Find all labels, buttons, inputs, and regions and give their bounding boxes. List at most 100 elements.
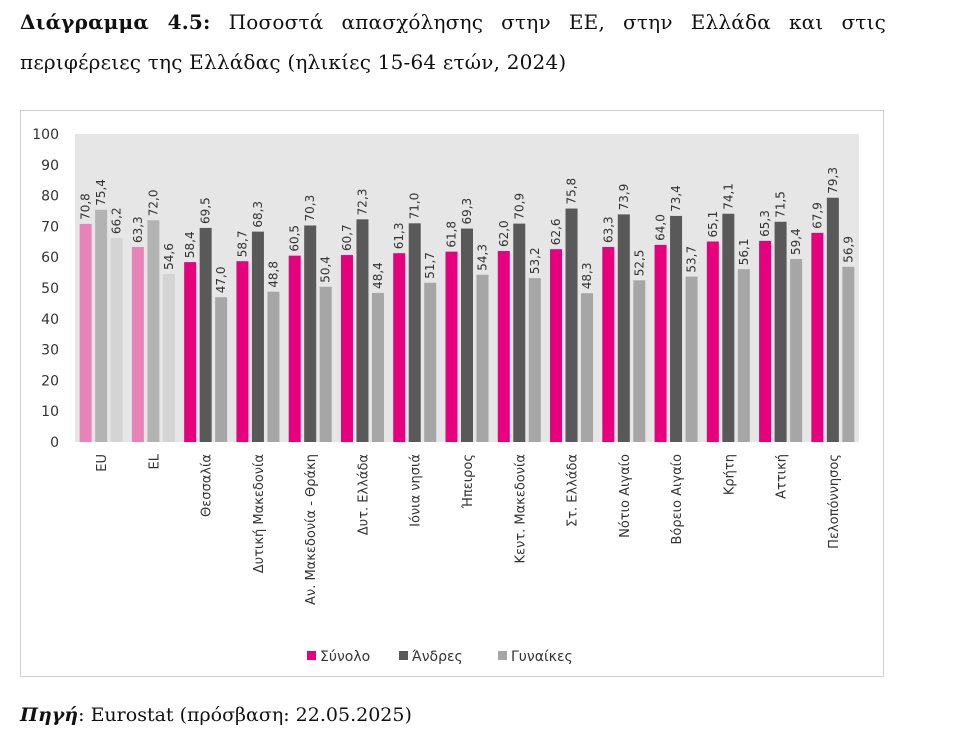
category-label: Αττική <box>775 454 790 499</box>
y-tick-label: 70 <box>41 219 59 235</box>
legend-swatch-total <box>307 651 316 660</box>
category-label: Ήπειρος <box>461 454 476 509</box>
y-tick-label: 100 <box>32 127 59 143</box>
category-label: EL <box>147 453 162 469</box>
y-tick-label: 20 <box>41 373 59 389</box>
y-tick-label: 40 <box>41 312 59 328</box>
legend-label-men: Άνδρες <box>412 649 463 665</box>
data-label: 52,5 <box>632 250 646 277</box>
data-label: 47,0 <box>214 267 228 294</box>
category-label: Πελοπόννησος <box>827 454 842 549</box>
data-label: 61,8 <box>445 221 459 248</box>
source-label: Πηγή <box>20 704 79 726</box>
bar-men <box>461 228 473 442</box>
data-label: 79,3 <box>826 167 840 194</box>
bar-men <box>774 221 787 442</box>
y-tick-label: 90 <box>41 158 59 174</box>
source-note: Πηγή: Eurostat (πρόσβαση: 22.05.2025) <box>20 704 412 726</box>
data-label: 65,1 <box>706 211 720 238</box>
data-label: 70,8 <box>79 193 93 220</box>
category-label: EU <box>95 454 110 472</box>
category-label: Ιόνια νησιά <box>409 454 424 527</box>
data-label: 58,4 <box>183 231 197 258</box>
bar-total <box>236 261 249 442</box>
y-tick-label: 10 <box>41 404 59 420</box>
category-label: Κεντ. Μακεδονία <box>513 454 528 564</box>
bar-men <box>408 223 421 442</box>
data-label: 53,7 <box>685 246 699 273</box>
bar-men <box>95 209 108 442</box>
data-label: 48,8 <box>266 261 280 288</box>
bar-total <box>340 255 353 442</box>
legend-label-women: Γυναίκες <box>511 649 573 665</box>
data-label: 68,3 <box>251 201 265 228</box>
bar-men <box>670 215 683 442</box>
bar-women <box>424 282 437 442</box>
data-label: 63,3 <box>601 216 615 243</box>
data-label: 75,4 <box>94 179 108 206</box>
bar-total <box>654 244 667 442</box>
bar-women <box>737 269 750 442</box>
bar-men <box>251 231 264 442</box>
data-label: 72,3 <box>355 189 369 216</box>
bar-men <box>565 208 578 442</box>
bar-total <box>445 251 458 442</box>
data-label: 70,9 <box>512 193 526 220</box>
category-label: Δυτική Μακεδονία <box>252 454 267 573</box>
data-label: 53,2 <box>528 247 542 274</box>
data-label: 75,8 <box>565 178 579 205</box>
bar-total <box>706 241 719 442</box>
bar-women <box>110 238 123 442</box>
bar-men <box>199 227 212 442</box>
category-label: Νότιο Αιγαίο <box>618 454 633 538</box>
source-text: : Eurostat (πρόσβαση: 22.05.2025) <box>78 704 412 726</box>
y-tick-label: 60 <box>41 250 59 266</box>
y-tick-label: 30 <box>41 343 59 359</box>
data-label: 63,3 <box>131 216 145 243</box>
bar-women <box>215 297 228 442</box>
bar-men <box>722 213 735 442</box>
bar-women <box>476 274 489 442</box>
data-label: 70,3 <box>303 195 317 222</box>
bar-women <box>371 292 384 442</box>
caption-label: Διάγραμμα 4.5: <box>20 10 211 34</box>
data-label: 71,0 <box>408 193 422 220</box>
legend-label-total: Σύνολο <box>320 649 370 665</box>
data-label: 64,0 <box>654 214 668 241</box>
data-label: 48,4 <box>371 262 385 289</box>
bar-total <box>759 240 772 442</box>
bar-men <box>826 197 839 442</box>
bar-total <box>550 249 563 442</box>
bar-total <box>497 251 510 442</box>
data-label: 69,3 <box>460 198 474 225</box>
category-label: Στ. Ελλάδα <box>566 454 581 527</box>
bar-women <box>790 259 803 442</box>
bar-women <box>842 266 855 442</box>
data-label: 56,1 <box>737 238 751 265</box>
bar-men <box>147 220 160 442</box>
data-label: 72,0 <box>146 190 160 217</box>
category-label: Δυτ. Ελλάδα <box>356 454 371 535</box>
data-label: 62,0 <box>497 220 511 247</box>
chart-container: 0 10 20 30 40 50 60 70 80 90 100 70,8 75,4 66,2 EU 63,3… <box>20 110 884 677</box>
data-label: 73,9 <box>617 184 631 211</box>
bar-chart: 0 10 20 30 40 50 60 70 80 90 100 70,875,466,2 EU 63,3… <box>32 127 859 665</box>
legend-swatch-women <box>498 651 507 660</box>
data-label: 71,5 <box>774 191 788 218</box>
data-label: 48,3 <box>580 263 594 290</box>
category-label: Κρήτη <box>722 454 737 495</box>
bar-total <box>79 223 92 442</box>
category-label: Βόρειο Αιγαίο <box>670 454 685 545</box>
bar-total <box>184 262 197 442</box>
data-label: 69,5 <box>199 197 213 224</box>
bar-total <box>602 247 615 442</box>
data-label: 61,3 <box>392 222 406 249</box>
data-label: 54,6 <box>162 243 176 270</box>
bar-total <box>131 247 144 442</box>
bar-men <box>304 225 317 442</box>
bar-men <box>617 214 630 442</box>
bar-women <box>267 291 280 442</box>
data-label: 62,6 <box>549 218 563 245</box>
data-label: 50,4 <box>319 256 333 283</box>
y-tick-label: 80 <box>41 189 59 205</box>
